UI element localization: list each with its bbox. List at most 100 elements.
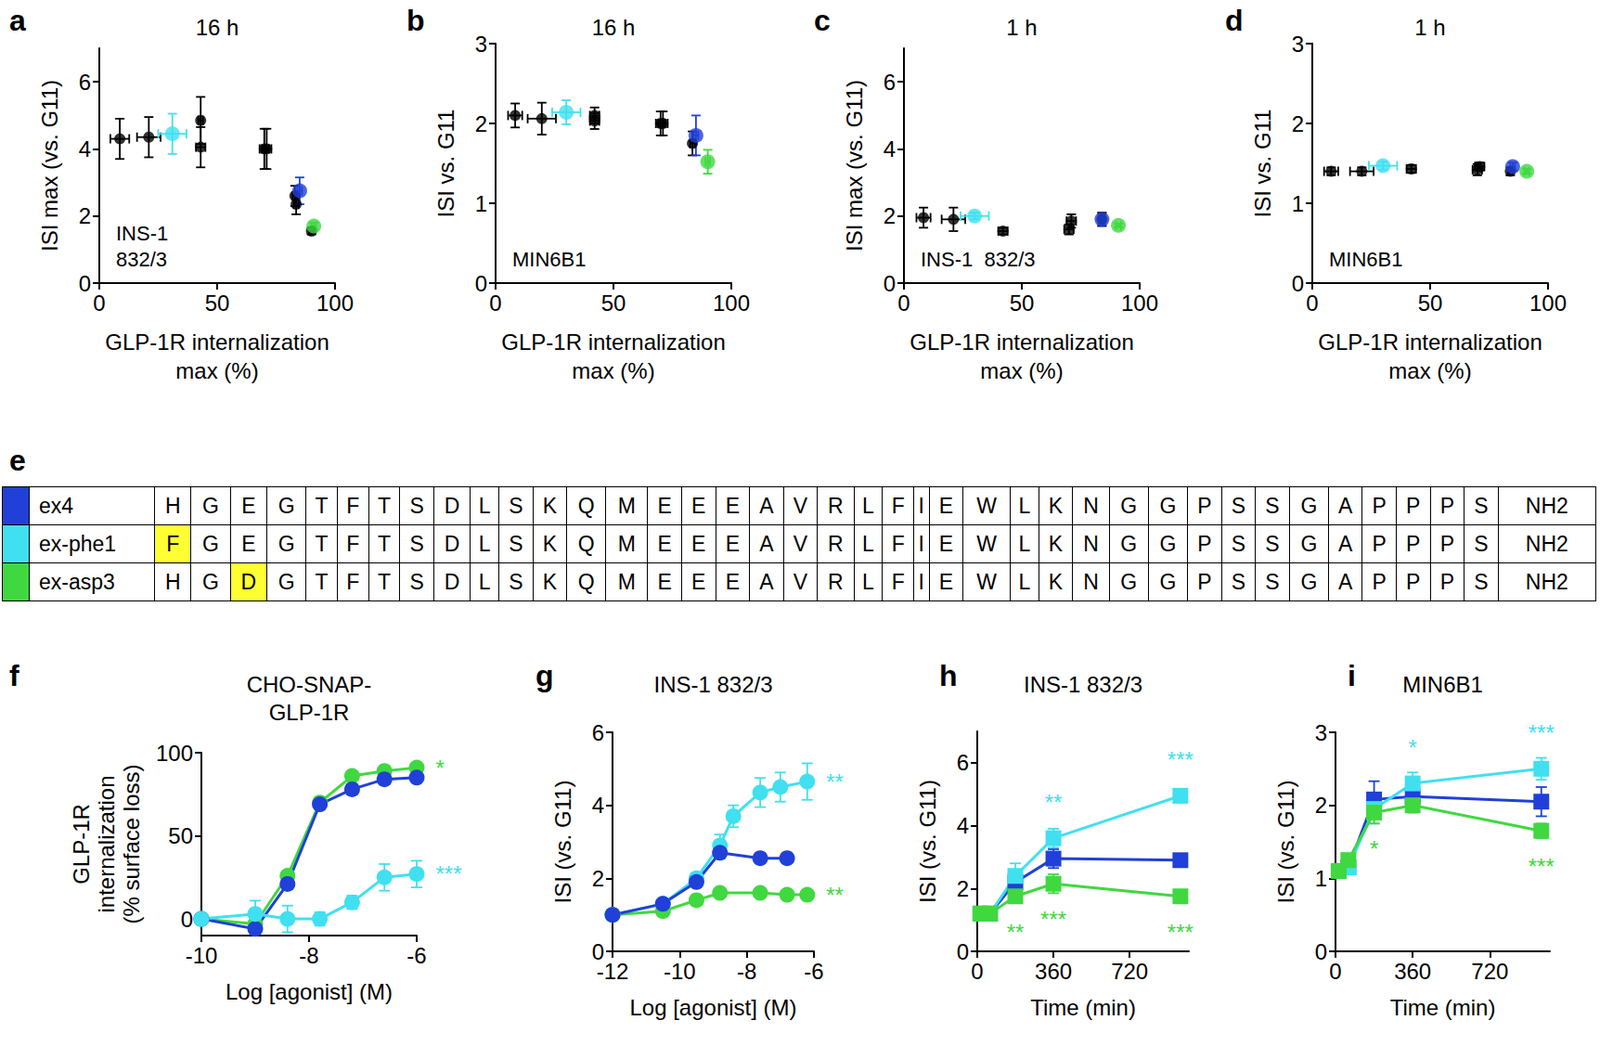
svg-text:720: 720 (1110, 958, 1149, 984)
svg-text:4: 4 (592, 792, 605, 818)
svg-text:c: c (813, 3, 831, 38)
svg-text:100: 100 (155, 740, 194, 766)
svg-text:(% surface loss): (% surface loss) (118, 763, 144, 924)
svg-text:50: 50 (1418, 290, 1444, 316)
svg-text:4: 4 (883, 136, 896, 162)
svg-text:INS-1 832/3: INS-1 832/3 (920, 247, 1036, 271)
svg-text:1: 1 (1291, 191, 1304, 217)
svg-text:Time (min): Time (min) (1030, 994, 1136, 1020)
svg-text:ISI max (vs. G11): ISI max (vs. G11) (841, 79, 867, 252)
svg-text:GLP-1R internalization: GLP-1R internalization (909, 329, 1134, 355)
svg-text:100: 100 (1121, 290, 1159, 316)
svg-text:***: *** (1167, 747, 1194, 773)
svg-text:16 h: 16 h (195, 14, 240, 40)
svg-text:6: 6 (592, 720, 605, 746)
svg-text:2: 2 (475, 111, 488, 137)
svg-text:0: 0 (1315, 939, 1328, 965)
svg-text:720: 720 (1470, 958, 1509, 984)
svg-text:b: b (406, 3, 426, 38)
svg-text:0: 0 (897, 290, 910, 316)
svg-text:6: 6 (78, 69, 91, 95)
svg-text:GLP-1R: GLP-1R (269, 699, 350, 725)
svg-text:2: 2 (1315, 792, 1328, 818)
svg-text:100: 100 (712, 290, 750, 316)
svg-text:3: 3 (1291, 31, 1304, 57)
svg-text:832/3: 832/3 (116, 247, 168, 271)
svg-text:*: * (1369, 836, 1379, 862)
svg-text:1: 1 (1315, 865, 1328, 891)
svg-text:i: i (1347, 658, 1356, 693)
svg-text:a: a (9, 3, 26, 38)
svg-text:50: 50 (601, 290, 627, 316)
svg-text:MIN6B1: MIN6B1 (512, 247, 586, 271)
svg-text:4: 4 (78, 136, 91, 162)
svg-text:0: 0 (92, 290, 105, 316)
svg-text:**: ** (1006, 919, 1025, 945)
svg-text:GLP-1R internalization: GLP-1R internalization (104, 329, 329, 355)
svg-text:d: d (1225, 3, 1244, 38)
svg-text:INS-1 832/3: INS-1 832/3 (1023, 671, 1143, 697)
svg-text:2: 2 (592, 865, 605, 891)
svg-text:0: 0 (1291, 270, 1304, 297)
svg-text:0: 0 (180, 906, 194, 932)
svg-text:1: 1 (475, 191, 488, 217)
svg-text:1 h: 1 h (1006, 14, 1037, 40)
svg-text:100: 100 (316, 290, 354, 316)
svg-text:0: 0 (970, 958, 983, 984)
svg-text:***: *** (436, 861, 463, 887)
svg-text:max (%): max (%) (1388, 358, 1471, 384)
svg-text:g: g (535, 658, 555, 693)
svg-text:-6: -6 (406, 942, 426, 968)
svg-text:MIN6B1: MIN6B1 (1329, 247, 1403, 271)
svg-text:3: 3 (1315, 720, 1328, 746)
svg-text:1 h: 1 h (1414, 14, 1446, 40)
svg-text:GLP-1R: GLP-1R (68, 803, 94, 885)
svg-text:2: 2 (78, 203, 91, 229)
svg-text:50: 50 (167, 823, 194, 849)
svg-text:max (%): max (%) (175, 358, 259, 384)
svg-text:-10: -10 (663, 958, 697, 984)
svg-text:f: f (9, 658, 20, 693)
svg-text:360: 360 (1034, 958, 1072, 984)
svg-text:***: *** (1528, 720, 1555, 746)
svg-text:3: 3 (475, 31, 488, 57)
svg-text:0: 0 (1305, 290, 1318, 316)
svg-text:CHO-SNAP-: CHO-SNAP- (246, 671, 373, 697)
svg-text:0: 0 (1329, 958, 1342, 984)
svg-text:0: 0 (956, 939, 969, 965)
svg-text:360: 360 (1393, 958, 1432, 984)
svg-text:GLP-1R internalization: GLP-1R internalization (501, 329, 725, 355)
svg-text:h: h (939, 658, 958, 693)
svg-text:0: 0 (883, 270, 896, 297)
svg-text:Time (min): Time (min) (1390, 994, 1497, 1020)
svg-text:*: * (1407, 735, 1417, 761)
svg-text:50: 50 (205, 290, 231, 316)
svg-text:INS-1 832/3: INS-1 832/3 (653, 671, 773, 697)
svg-text:-8: -8 (736, 958, 757, 984)
svg-text:**: ** (825, 769, 844, 795)
svg-text:Log [agonist] (M): Log [agonist] (M) (629, 994, 797, 1020)
svg-text:*: * (436, 755, 445, 781)
svg-text:max (%): max (%) (571, 358, 655, 384)
svg-text:Log [agonist] (M): Log [agonist] (M) (225, 979, 393, 1005)
svg-text:-6: -6 (803, 958, 824, 984)
svg-text:0: 0 (78, 270, 91, 297)
svg-text:6: 6 (956, 749, 969, 775)
svg-text:***: *** (1528, 853, 1555, 879)
svg-text:4: 4 (956, 812, 969, 839)
svg-text:**: ** (825, 882, 844, 908)
svg-text:2: 2 (1291, 111, 1304, 137)
svg-text:INS-1: INS-1 (116, 221, 168, 246)
svg-text:-8: -8 (298, 942, 319, 968)
svg-text:0: 0 (489, 290, 502, 316)
svg-text:6: 6 (883, 69, 896, 95)
svg-text:ISI max (vs. G11): ISI max (vs. G11) (37, 79, 63, 252)
svg-text:ISI vs. G11: ISI vs. G11 (1250, 109, 1276, 219)
svg-text:2: 2 (956, 876, 969, 902)
svg-text:16 h: 16 h (592, 14, 636, 40)
svg-text:ISI (vs. G11): ISI (vs. G11) (1273, 780, 1299, 904)
svg-text:-10: -10 (185, 942, 219, 968)
svg-text:0: 0 (475, 270, 488, 297)
svg-text:2: 2 (883, 203, 896, 229)
svg-text:ISI (vs. G11): ISI (vs. G11) (915, 779, 941, 904)
